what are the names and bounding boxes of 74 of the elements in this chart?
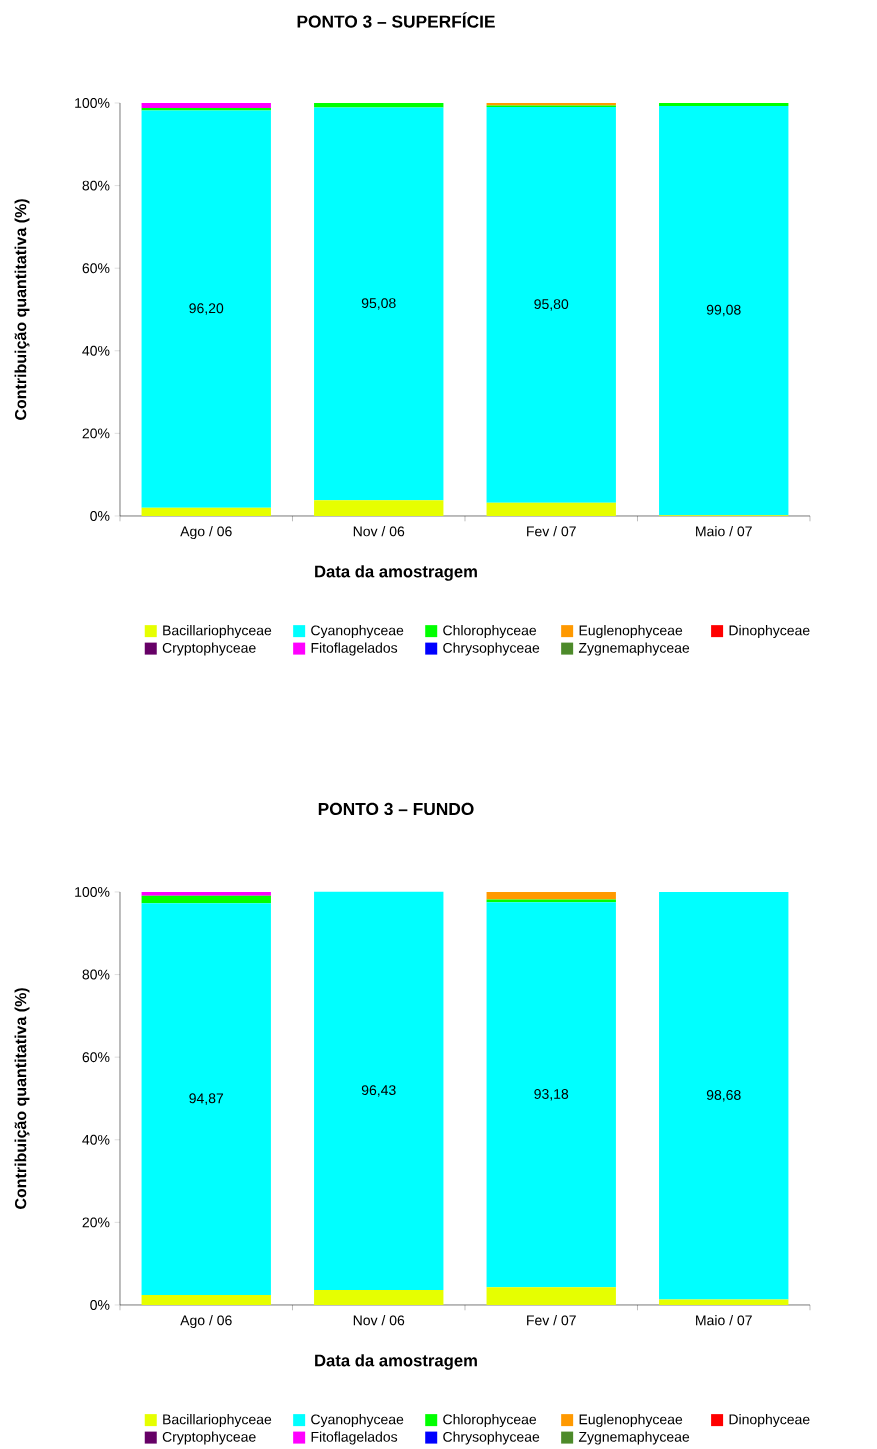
legend-label: Euglenophyceae xyxy=(579,1414,683,1428)
y-tick-label: 80% xyxy=(82,969,110,980)
bar xyxy=(486,107,616,503)
bar xyxy=(141,1295,271,1305)
bar xyxy=(314,103,444,108)
bar xyxy=(314,107,444,501)
y-tick-label: 40% xyxy=(82,345,110,356)
bar xyxy=(141,507,271,516)
bar xyxy=(659,892,789,1300)
x-tick-label: Ago / 06 xyxy=(180,526,232,540)
y-tick-label: 40% xyxy=(82,1134,110,1145)
bar xyxy=(141,903,271,1296)
x-tick-label: Fev / 07 xyxy=(527,1315,576,1326)
legend-label: Cyanophyceae xyxy=(311,625,404,639)
bar xyxy=(141,895,271,904)
legend-label: Chlorophyceae xyxy=(443,1414,537,1428)
data-label: 93,18 xyxy=(534,1089,569,1101)
legend-label: Cryptophyceae xyxy=(162,1431,256,1445)
x-tick-label: Ago / 06 xyxy=(180,1315,232,1329)
y-tick-label: 60% xyxy=(82,1052,110,1063)
y-tick-label: 20% xyxy=(82,1217,110,1228)
legend-label: Cyanophyceae xyxy=(311,1414,404,1428)
x-tick-label: Fev / 07 xyxy=(527,526,576,537)
legend-label: Dinophyceae xyxy=(729,1414,810,1428)
legend-label: Fitoflagelados xyxy=(311,1431,398,1445)
bar xyxy=(314,1290,444,1305)
y-tick-label: 20% xyxy=(82,428,110,439)
bar xyxy=(141,892,271,896)
data-label: 95,08 xyxy=(361,298,396,310)
data-label: 99,08 xyxy=(706,304,741,317)
y-tick-label: 100% xyxy=(75,98,110,108)
legend-label: Chlorophyceae xyxy=(443,625,537,639)
bar xyxy=(486,899,616,903)
legend-label: Chrysophyceae xyxy=(443,642,540,656)
bar xyxy=(314,500,444,516)
legend-label: Cryptophyceae xyxy=(162,642,256,656)
data-label: 96,43 xyxy=(361,1085,396,1097)
data-label: 95,80 xyxy=(534,299,569,311)
x-tick-label: Maio / 07 xyxy=(696,526,752,537)
y-axis-title: Contribuição quantitativa (%) xyxy=(14,988,30,1209)
x-tick-label: Nov / 06 xyxy=(353,1315,405,1326)
legend-label: Chrysophyceae xyxy=(443,1431,540,1445)
y-axis-title: Contribuição quantitativa (%) xyxy=(14,199,30,420)
legend-label: Zygnemaphyceae xyxy=(578,642,690,656)
data-label: 98,68 xyxy=(706,1090,741,1102)
data-label: 94,87 xyxy=(189,1093,224,1105)
data-label: 96,20 xyxy=(189,303,224,315)
x-tick-label: Maio / 07 xyxy=(696,1315,752,1326)
bar xyxy=(486,892,616,900)
legend-label: Bacillariophyceae xyxy=(163,1414,272,1428)
bar xyxy=(659,103,789,106)
legend-label: Euglenophyceae xyxy=(579,625,683,639)
x-axis-title: Data da amostragem xyxy=(315,1354,477,1370)
legend-label: Zygnemaphyceae xyxy=(578,1431,690,1445)
bar xyxy=(314,891,444,1291)
legend-label: Fitoflagelados xyxy=(311,642,398,656)
bar xyxy=(486,902,616,1288)
y-tick-label: 0% xyxy=(90,511,110,521)
y-tick-label: 0% xyxy=(90,1300,110,1310)
x-axis-title: Data da amostragem xyxy=(315,565,477,581)
bar xyxy=(486,502,616,516)
y-tick-label: 100% xyxy=(75,887,110,897)
bar xyxy=(486,1287,616,1305)
legend-label: Dinophyceae xyxy=(729,625,810,639)
bar xyxy=(141,102,271,108)
y-tick-label: 60% xyxy=(82,263,110,274)
bar xyxy=(659,1299,789,1305)
legend-label: Bacillariophyceae xyxy=(163,625,272,639)
x-tick-label: Nov / 06 xyxy=(353,526,405,537)
y-tick-label: 80% xyxy=(82,180,110,191)
bar xyxy=(141,110,271,508)
bar xyxy=(659,105,789,516)
chart-title: PONTO 3 – FUNDO xyxy=(318,802,474,816)
chart-title: PONTO 3 – SUPERFÍCIE xyxy=(297,12,495,28)
